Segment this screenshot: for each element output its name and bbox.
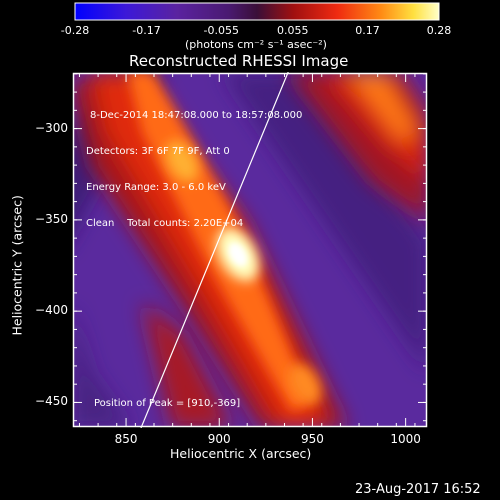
colorbar-tick-label: -0.055 [203, 24, 239, 37]
plot-frame [72, 72, 428, 428]
x-tick-label: 950 [300, 432, 324, 446]
solar-limb-line [140, 72, 289, 428]
chart-title: Reconstructed RHESSI Image [129, 52, 349, 70]
info-line-detectors: Detectors: 3F 6F 7F 9F, Att 0 [86, 146, 230, 157]
x-tick-label: 1000 [390, 432, 421, 446]
heatmap-image [74, 74, 426, 426]
colorbar-tick-label: 0.28 [426, 24, 452, 37]
observation-info: 8-Dec-2014 18:47:08.000 to 18:57:08.000 … [86, 86, 302, 242]
y-tick-label: −350 [35, 211, 68, 226]
source-core-main-source [228, 242, 248, 267]
source-lower-knot [288, 363, 322, 405]
colorbar-tick-label: 0.055 [277, 24, 309, 37]
info-line-energy: Energy Range: 3.0 - 6.0 keV [86, 182, 226, 193]
x-axis-title: Heliocentric X (arcsec) [170, 446, 312, 461]
y-tick-label: −450 [35, 394, 68, 409]
peak-position-label: Position of Peak = [910,-369] [94, 398, 241, 409]
x-tick-label: 850 [114, 432, 138, 446]
plot-area [72, 72, 428, 428]
colorbar [74, 2, 440, 21]
source-upper-band [165, 140, 199, 183]
info-line-clean: Clean Total counts: 2.20E+04 [86, 218, 244, 229]
colorbar-tick-label: -0.17 [132, 24, 161, 37]
colorbar-units: (photons cm⁻² s⁻¹ asec⁻²) [185, 38, 327, 51]
colorbar-tick-label: -0.28 [60, 24, 90, 37]
x-tick-label: 900 [207, 432, 231, 446]
colorbar-gradient [74, 2, 440, 21]
timestamp: 23-Aug-2017 16:52 [355, 482, 481, 497]
y-tick-label: −300 [35, 120, 68, 135]
y-axis-title: Heliocentric Y (arcsec) [9, 195, 25, 336]
y-tick-label: −400 [35, 303, 68, 318]
colorbar-tick-label: 0.17 [355, 24, 380, 37]
info-line-time: 8-Dec-2014 18:47:08.000 to 18:57:08.000 [90, 110, 303, 121]
